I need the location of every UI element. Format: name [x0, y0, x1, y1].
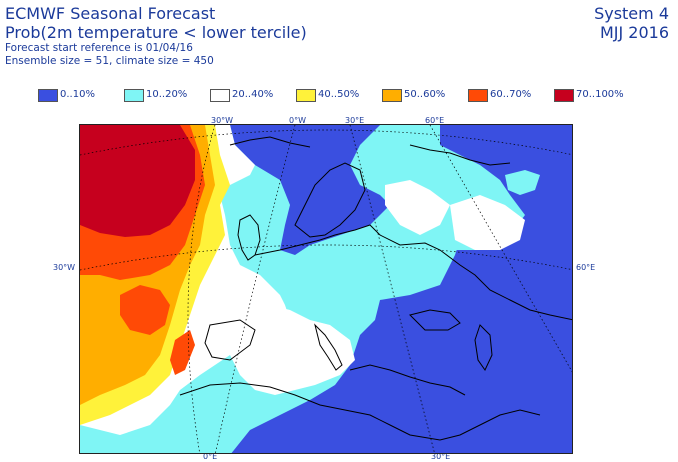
coastline-iberia: [204, 319, 256, 361]
legend-label: 50..60%: [404, 89, 446, 100]
parallel-30n: [80, 244, 572, 271]
region-10-20-east-patch: [505, 170, 540, 195]
legend-label: 10..20%: [146, 89, 188, 100]
grid-label-right-60e: 60°E: [576, 263, 596, 272]
legend-swatch: [38, 89, 58, 102]
grid-label-left-30w: 30°W: [53, 263, 76, 272]
legend-swatch: [554, 89, 574, 102]
region-60-70-patch: [120, 285, 170, 335]
ensemble-info: Ensemble size = 51, climate size = 450: [5, 55, 214, 67]
legend-label: 40..50%: [318, 89, 360, 100]
grid-label-top-0w: 0°W: [289, 116, 306, 125]
region-20-40-east: [450, 195, 525, 250]
coastline-med-east: [349, 364, 466, 396]
coastline-caspian: [474, 324, 493, 371]
coastline-blacksea: [409, 309, 461, 331]
legend-label: 60..70%: [490, 89, 532, 100]
meridian-30e: [349, 125, 435, 453]
forecast-start-reference: Forecast start reference is 01/04/16: [5, 42, 193, 54]
region-70-100: [80, 125, 195, 237]
grid-label-bottom-30e: 30°E: [431, 452, 451, 461]
map-title: ECMWF Seasonal Forecast: [5, 4, 216, 23]
meridian-60e: [429, 125, 572, 373]
legend-swatch: [296, 89, 316, 102]
coastlines: [179, 136, 572, 441]
coastline-north-russia: [409, 144, 511, 166]
grid-label-top-30e: 30°E: [345, 116, 365, 125]
parallel-60n: [80, 129, 572, 156]
system-label: System 4: [594, 4, 669, 23]
region-20-40-north: [385, 180, 450, 235]
legend-label: 20..40%: [232, 89, 274, 100]
graticule: [80, 125, 572, 453]
meridian-0: [215, 125, 296, 453]
season-label: MJJ 2016: [599, 23, 669, 42]
grid-label-top-30w: 30°W: [211, 116, 234, 125]
map-canvas: [80, 125, 572, 453]
title-block: ECMWF Seasonal Forecast Prob(2m temperat…: [5, 4, 307, 68]
legend-swatch: [124, 89, 144, 102]
grid-label-bottom-0e: 0°E: [203, 452, 218, 461]
region-20-40-islands: [230, 305, 355, 395]
probability-map: [79, 124, 573, 454]
system-block: System 4 MJJ 2016: [594, 4, 669, 42]
coastline-europe: [254, 224, 572, 321]
region-60-70-south: [170, 330, 195, 375]
legend-label: 70..100%: [576, 89, 624, 100]
legend-swatch: [210, 89, 230, 102]
legend-label: 0..10%: [60, 89, 95, 100]
legend-swatch: [382, 89, 402, 102]
map-subtitle: Prob(2m temperature < lower tercile): [5, 23, 307, 42]
grid-label-top-60e: 60°E: [425, 116, 445, 125]
coastline-africa: [179, 382, 541, 441]
coastline-arctic: [229, 136, 311, 148]
coastline-italy: [314, 323, 343, 371]
meridian-30w: [187, 125, 216, 453]
legend-swatch: [468, 89, 488, 102]
coastline-scandinavia: [294, 162, 366, 238]
